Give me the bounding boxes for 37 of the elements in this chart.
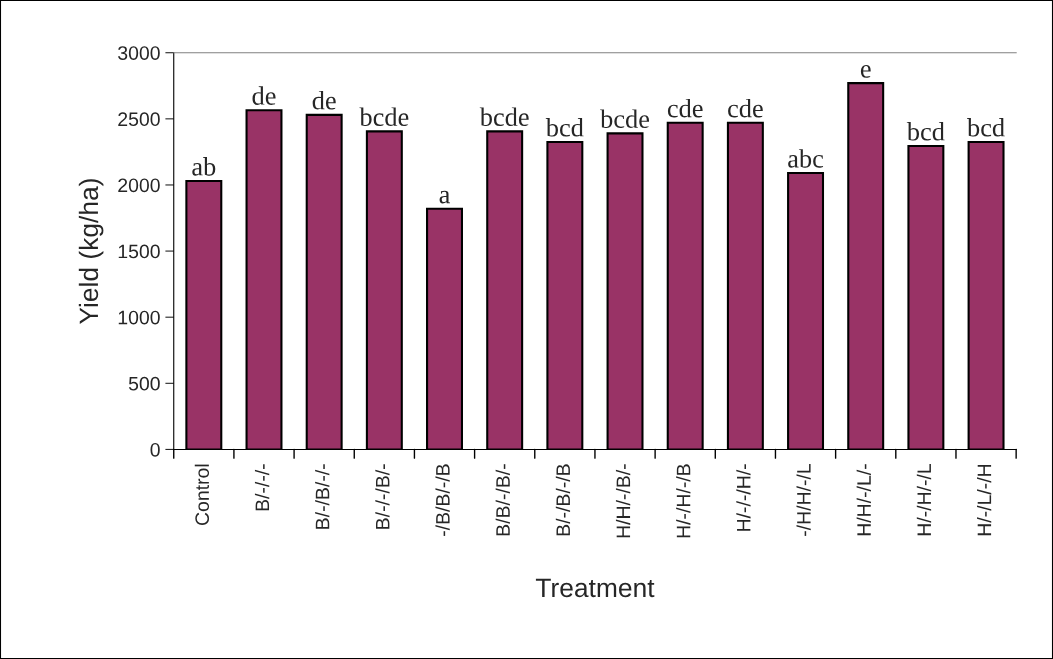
y-tick-label: 1000 [118,310,160,325]
annotation: e [860,65,871,78]
x-tick-label: B/-/-/- [254,464,270,511]
annotation: bcd [906,122,945,141]
y-tick-label: 0 [150,442,160,457]
x-tick-label: B/B/-/B/- [495,464,510,536]
annotation: bcde [479,107,529,127]
y-tick-label: 1500 [118,244,160,259]
annotation: bcd [967,118,1005,137]
x-tick-label: H/-/H/-/B [676,464,691,538]
x-tick-label: H/H/-/L/- [856,464,871,536]
x-tick-label: H/-/H/-/L [916,463,932,536]
annotation: cde [667,98,703,118]
x-tick-label: H/-/-/H/- [736,464,751,531]
x-axis-title: Treatment [535,578,655,598]
x-tick-label: H/-/L/-/H [977,464,992,536]
annotation: bcde [359,107,409,127]
y-tick-label: 500 [128,376,160,391]
annotation: cde [728,98,763,118]
annotation: ab [192,157,216,176]
y-axis-title: Yield (kg/ha) [78,179,104,325]
annotation: de [252,86,276,105]
x-tick-label: -/B/B/-/B [435,464,450,536]
x-tick-label: B/-/-/B/- [375,464,390,529]
annotation: bcde [600,109,650,129]
x-tick-label: B/-/B/-/- [315,464,330,529]
y-tick-label: 3000 [118,46,160,60]
x-tick-label: Control [194,464,210,526]
x-tick-label: -/H/H/-/L [796,463,811,536]
x-tick-label: H/H/-/B/- [615,464,631,538]
annotation: a [439,190,451,204]
annotation: de [312,90,336,110]
y-tick-label: 2500 [118,112,160,127]
y-tick-label: 2000 [118,178,160,193]
annotation: bcd [545,118,584,137]
x-tick-label: B/-/B/-/B [555,464,571,536]
annotation: abc [788,149,824,168]
